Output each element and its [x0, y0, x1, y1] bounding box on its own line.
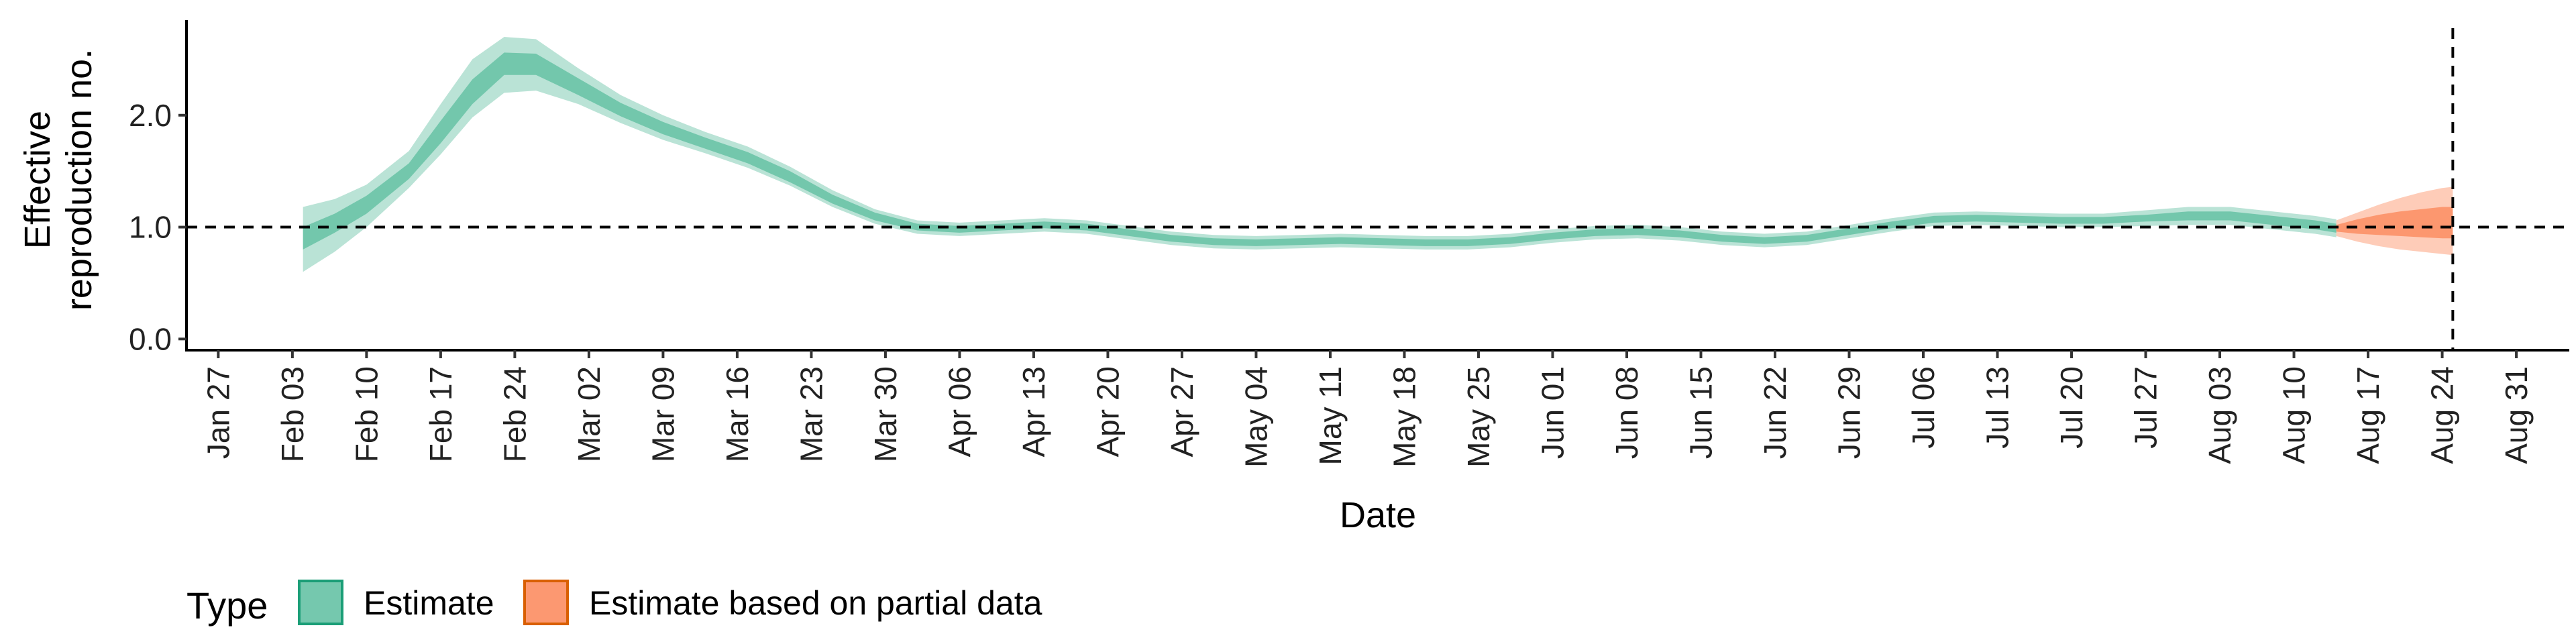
estimate-based-on-partial-data-legend-swatch — [523, 580, 569, 625]
x-tick-label: May 18 — [1387, 366, 1421, 468]
x-tick-label: May 25 — [1461, 366, 1496, 468]
x-tick-label: Aug 03 — [2202, 366, 2237, 464]
x-tick-label: Apr 06 — [942, 366, 977, 458]
y-tick-label: 2.0 — [129, 98, 172, 133]
x-tick-label: Jun 08 — [1609, 366, 1644, 459]
x-tick-label: Mar 23 — [794, 366, 828, 462]
estimate-legend-swatch — [298, 580, 343, 625]
x-tick-label: Aug 17 — [2351, 366, 2385, 464]
x-tick-label: Jul 06 — [1906, 366, 1941, 449]
x-tick-label: Apr 13 — [1016, 366, 1051, 458]
x-tick-label: Aug 10 — [2277, 366, 2312, 464]
x-tick-label: Mar 02 — [572, 366, 606, 462]
x-tick-label: Feb 24 — [497, 366, 532, 462]
x-tick-label: May 04 — [1238, 366, 1273, 468]
x-tick-label: Apr 27 — [1165, 366, 1199, 458]
estimate-based-on-partial-data-legend-label: Estimate based on partial data — [589, 584, 1042, 622]
x-tick-label: Mar 09 — [645, 366, 680, 462]
x-tick-label: Jun 29 — [1832, 366, 1867, 459]
x-tick-label: May 11 — [1313, 366, 1348, 465]
legend-title: Type — [186, 584, 268, 627]
legend: Type Estimate Estimate based on partial d… — [186, 580, 1042, 627]
y-axis-title-line: reproduction no. — [59, 49, 99, 311]
x-axis-ticks: Jan 27 Feb 03 Feb 10 Feb 17 Feb 24 Mar 02 Mar … — [201, 350, 2534, 468]
x-tick-label: Mar 30 — [868, 366, 903, 462]
x-tick-label: Jul 13 — [1980, 366, 2015, 449]
x-tick-label: Jun 15 — [1683, 366, 1718, 459]
x-tick-label: Apr 20 — [1090, 366, 1125, 458]
ribbons-group — [303, 37, 2453, 272]
x-tick-label: Jul 20 — [2054, 366, 2089, 449]
x-tick-label: Aug 24 — [2425, 366, 2460, 464]
x-tick-label: Feb 03 — [275, 366, 310, 462]
legend-items: Estimate Estimate based on partial data — [298, 580, 1042, 625]
x-tick-label: Feb 10 — [349, 366, 384, 462]
x-axis-title: Date — [1340, 495, 1416, 535]
estimate-ribbon-50 — [303, 52, 2337, 250]
y-axis-title: Effectivereproduction no. — [17, 49, 99, 311]
x-tick-label: Jan 27 — [201, 366, 235, 459]
x-tick-label: Feb 17 — [423, 366, 458, 462]
y-axis-title-line: Effective — [17, 111, 58, 249]
estimate-based-on-partial-data-ribbon-50 — [2336, 207, 2453, 239]
estimate-ribbon-90 — [303, 37, 2337, 272]
y-tick-label: 0.0 — [129, 321, 172, 356]
x-tick-label: Aug 31 — [2499, 366, 2534, 464]
y-axis-ticks: 0.0 1.0 2.0 — [129, 98, 186, 356]
x-tick-label: Jul 27 — [2129, 366, 2163, 449]
x-tick-label: Jun 22 — [1758, 366, 1792, 459]
y-tick-label: 1.0 — [129, 210, 172, 245]
x-tick-label: Mar 16 — [720, 366, 755, 462]
x-tick-label: Jun 01 — [1535, 366, 1570, 459]
estimate-legend-label: Estimate — [364, 584, 494, 622]
